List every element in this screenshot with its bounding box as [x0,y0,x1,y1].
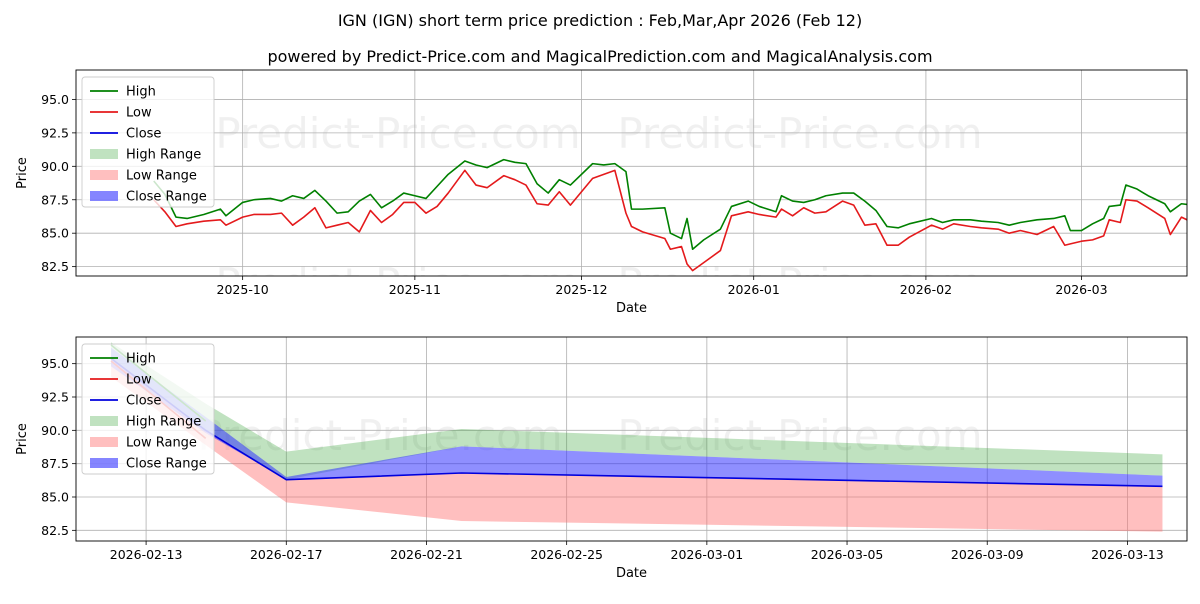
legend-swatch-low-range [90,170,118,180]
x-tick-label: 2025-11 [389,282,441,297]
top-panel: Predict-Price.com Predict-Price.com Predic… [15,69,1188,316]
bottom-panel: Predict-Price.com Predict-Price.com2026-0… [15,336,1188,581]
y-axis-label: Price [15,423,30,455]
y-tick-label: 95.0 [41,356,69,371]
chart-title: IGN (IGN) short term price prediction : … [338,11,862,30]
legend-label: High Range [126,415,201,430]
x-tick-label: 2026-03-05 [811,547,884,562]
x-tick-label: 2026-02 [900,282,952,297]
x-tick-label: 2026-03-13 [1091,547,1164,562]
y-tick-label: 90.0 [41,159,69,174]
y-tick-label: 82.5 [41,259,69,274]
y-tick-label: 87.5 [41,456,69,471]
y-tick-label: 85.0 [41,226,69,241]
y-tick-label: 95.0 [41,92,69,107]
legend-label: High Range [126,148,201,163]
watermark: Predict-Price.com [215,259,580,308]
legend-swatch-high-range [90,416,118,426]
x-tick-label: 2026-02-25 [530,547,603,562]
plot-frame [75,336,1188,542]
plot-frame [75,69,1188,277]
watermark: Predict-Price.com [617,259,982,308]
legend-label: Low [126,373,152,388]
chart-subtitle: powered by Predict-Price.com and Magical… [267,47,932,66]
x-tick-label: 2025-12 [555,282,607,297]
high-series-line [153,158,1187,251]
legend-label: High [126,85,156,100]
y-tick-label: 85.0 [41,490,69,505]
x-tick-label: 2026-03-09 [951,547,1024,562]
watermark-group: Predict-Price.com Predict-Price.com Predic… [215,109,982,308]
x-tick-label: 2025-10 [217,282,269,297]
legend-label: Close Range [126,457,207,472]
legend-swatch-close-range [90,191,118,201]
legend-box [81,76,215,208]
legend-label: High [126,352,156,367]
x-axis-label: Date [616,566,647,581]
low-series-line [153,169,1187,272]
legend-box [81,343,215,475]
close-range-band [111,347,1163,487]
x-tick-label: 2026-03 [1055,282,1107,297]
plot-area [153,158,1187,272]
legend-label: Low Range [126,436,197,451]
x-tick-label: 2026-03-01 [671,547,744,562]
y-tick-label: 87.5 [41,192,69,207]
watermark: Predict-Price.com [215,109,580,158]
legend-swatch-high-range [90,149,118,159]
y-tick-label: 90.0 [41,423,69,438]
x-tick-label: 2026-02-13 [110,547,183,562]
y-tick-label: 92.5 [41,390,69,405]
low-range-band [111,358,1163,532]
high-range-band [111,342,1163,480]
legend: High Low Close High Range Low Range Close Ran… [81,343,215,475]
y-tick-label: 82.5 [41,523,69,538]
x-tick-label: 2026-01 [728,282,780,297]
legend: High Low Close High Range Low Range Close Ran… [81,76,215,208]
y-tick-label: 92.5 [41,125,69,140]
legend-swatch-low-range [90,437,118,447]
x-tick-label: 2026-02-21 [390,547,463,562]
legend-label: Close [126,394,161,409]
legend-label: Low [126,106,152,121]
watermark: Predict-Price.com [617,109,982,158]
legend-label: Close [126,127,161,142]
legend-label: Close Range [126,190,207,205]
x-tick-label: 2026-02-17 [250,547,323,562]
x-axis-label: Date [616,301,647,316]
y-axis-label: Price [15,157,30,189]
legend-swatch-close-range [90,458,118,468]
watermark: Predict-Price.com [617,411,982,460]
legend-label: Low Range [126,169,197,184]
grid: 2025-10 2025-11 2025-12 2026-01 2026-02 2026-… [41,70,1187,297]
